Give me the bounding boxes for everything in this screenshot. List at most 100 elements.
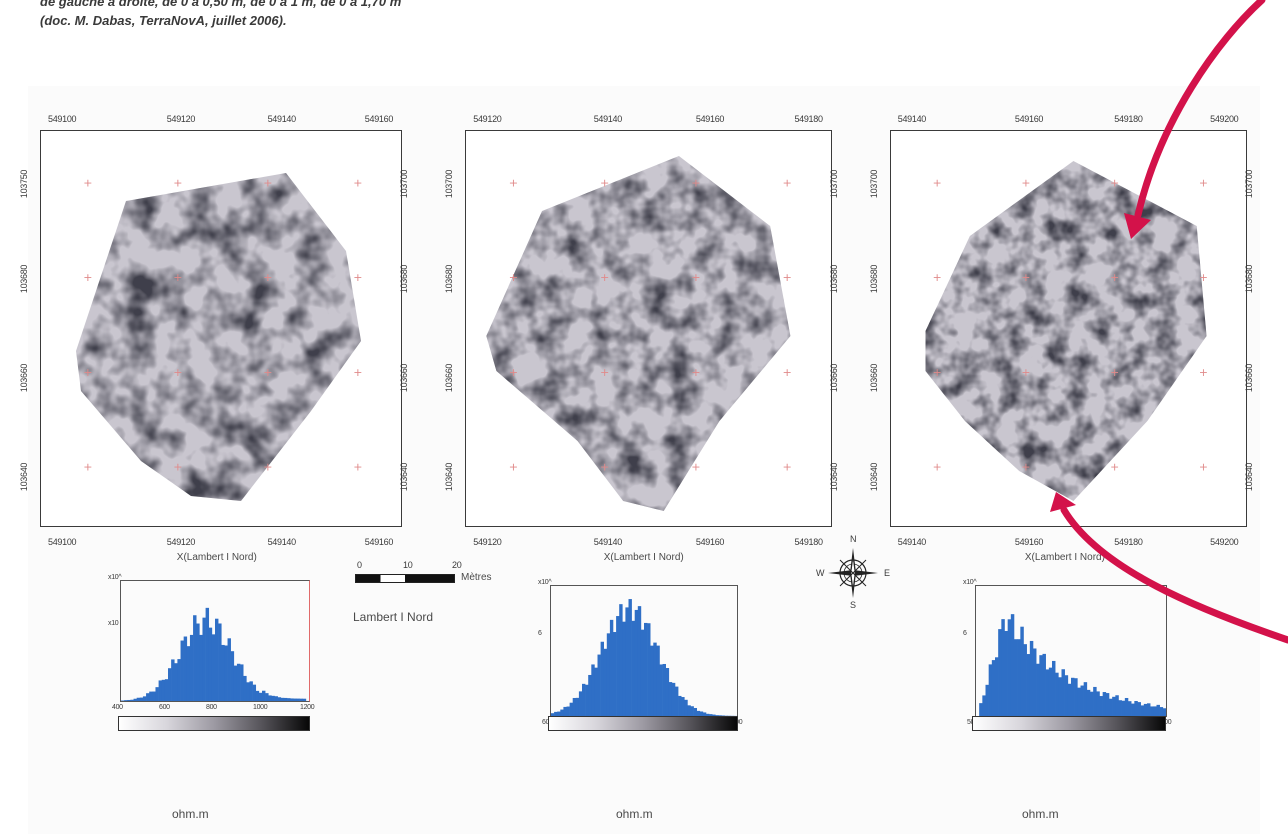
histogram-bar bbox=[293, 698, 297, 701]
histogram-bar bbox=[1052, 660, 1056, 716]
histogram-bar bbox=[146, 693, 150, 701]
histogram-bar bbox=[205, 607, 210, 701]
histogram-bar bbox=[653, 642, 657, 716]
map-top-tick: 549120 bbox=[473, 114, 502, 124]
compass-west: W bbox=[816, 568, 825, 578]
histogram-bar bbox=[699, 711, 704, 716]
histogram-bar bbox=[155, 687, 159, 701]
histogram-bar bbox=[1086, 689, 1091, 716]
compass-east: E bbox=[884, 568, 890, 578]
histogram-bar bbox=[127, 699, 131, 701]
histogram-bar bbox=[1071, 677, 1075, 716]
grid-cross-icon: + bbox=[509, 271, 518, 284]
histogram-y-tick: x10^ bbox=[108, 574, 122, 581]
histogram-bar bbox=[557, 711, 561, 716]
histogram-bar bbox=[1067, 683, 1072, 716]
histogram-bar bbox=[142, 696, 147, 701]
histogram-y-tick: 6 bbox=[963, 630, 967, 637]
histogram-axes bbox=[975, 585, 1167, 717]
grid-cross-icon: + bbox=[691, 366, 700, 379]
resistivity-map-image: + + + + + + + + + + + + + + + + bbox=[925, 161, 1208, 501]
histogram-bar bbox=[180, 640, 184, 701]
histogram-bar bbox=[152, 691, 156, 701]
map-frame: + + + + + + + + + + + + + + + + bbox=[40, 130, 402, 527]
histogram-bar bbox=[233, 665, 238, 701]
grid-cross-icon: + bbox=[263, 176, 272, 189]
grid-cross-icon: + bbox=[1021, 271, 1030, 284]
map-x-axis-title: X(Lambert I Nord) bbox=[1024, 552, 1105, 563]
histogram-bar bbox=[164, 679, 169, 701]
map-bottom-tick: 549160 bbox=[1014, 537, 1044, 547]
histogram-bar bbox=[609, 619, 614, 716]
grid-cross-icon: + bbox=[263, 366, 272, 379]
histogram-bar bbox=[1058, 677, 1062, 716]
color-scale-bar bbox=[548, 716, 738, 731]
histogram-bar bbox=[211, 634, 216, 701]
histogram-y-tick: x10^ bbox=[538, 579, 552, 586]
histogram-y-tick: 6 bbox=[538, 630, 542, 637]
histogram-bar bbox=[1074, 678, 1078, 716]
grid-cross-icon: + bbox=[1110, 461, 1119, 474]
histogram-x-tick: 400 bbox=[112, 704, 123, 711]
histogram-bar bbox=[1001, 619, 1005, 716]
histogram-bar bbox=[158, 680, 163, 701]
grid-cross-icon: + bbox=[1199, 271, 1208, 284]
caption-line-2: (doc. M. Dabas, TerraNovA, juillet 2006)… bbox=[40, 13, 287, 28]
grid-cross-icon: + bbox=[263, 271, 272, 284]
histogram-bar bbox=[1026, 654, 1031, 716]
histogram-bar bbox=[133, 698, 137, 701]
scale-tick-1: 10 bbox=[403, 560, 413, 570]
histogram-bar bbox=[693, 707, 697, 716]
color-scale-unit: ohm.m bbox=[616, 807, 653, 821]
compass-rose-icon bbox=[828, 548, 878, 598]
grid-cross-icon: + bbox=[600, 366, 609, 379]
grid-cross-icon: + bbox=[353, 461, 362, 474]
color-scale-unit: ohm.m bbox=[172, 807, 209, 821]
grid-cross-icon: + bbox=[1021, 461, 1030, 474]
histogram-bar bbox=[168, 668, 172, 701]
grid-cross-icon: + bbox=[1021, 366, 1030, 379]
histogram-bar bbox=[1147, 703, 1151, 716]
grid-cross-icon: + bbox=[600, 461, 609, 474]
histogram-bar bbox=[647, 623, 651, 716]
map-x-axis-title: X(Lambert I Nord) bbox=[603, 552, 684, 563]
histogram-bar bbox=[246, 682, 250, 701]
histogram-bar bbox=[662, 663, 666, 716]
histogram-bar bbox=[1162, 708, 1166, 716]
histogram-bar bbox=[268, 695, 272, 701]
histogram-bar bbox=[1118, 700, 1122, 716]
histogram-bar bbox=[597, 654, 601, 716]
map-top-tick: 549140 bbox=[593, 114, 623, 124]
grid-cross-icon: + bbox=[600, 176, 609, 189]
histogram-bar bbox=[1039, 655, 1043, 716]
grid-cross-icon: + bbox=[173, 366, 182, 379]
histogram-bar bbox=[1099, 696, 1103, 716]
grid-cross-icon: + bbox=[83, 461, 92, 474]
caption-line-1: de gauche à droite, de 0 à 0,50 m, de 0 … bbox=[40, 0, 402, 9]
histogram-bar bbox=[659, 664, 663, 716]
histogram-bar bbox=[199, 634, 203, 701]
histogram-bar bbox=[563, 706, 567, 716]
histogram-bar bbox=[1156, 704, 1160, 716]
histogram-bar bbox=[174, 663, 178, 701]
scale-bar: 0 10 20 Mètres Lambert I Nord bbox=[353, 560, 505, 624]
histogram-bar bbox=[193, 615, 197, 701]
histogram-bar bbox=[578, 691, 583, 716]
histogram-bar bbox=[566, 706, 570, 716]
histogram-bar bbox=[296, 698, 300, 701]
histogram-bar bbox=[1128, 701, 1132, 716]
histogram-bar bbox=[606, 633, 611, 716]
map-top-tick: 549180 bbox=[1114, 114, 1143, 124]
map-bottom-tick: 549180 bbox=[1114, 537, 1143, 547]
grid-cross-icon: + bbox=[173, 461, 182, 474]
histogram-bar bbox=[569, 702, 573, 716]
map-bottom-tick: 549180 bbox=[794, 537, 823, 547]
grid-cross-icon: + bbox=[83, 271, 92, 284]
red-arrow-bottom bbox=[1050, 492, 1288, 644]
histogram-bar bbox=[1102, 692, 1107, 716]
map-bottom-tick: 549160 bbox=[364, 537, 394, 547]
histogram-bar bbox=[202, 617, 206, 701]
histogram-bar bbox=[183, 636, 188, 701]
histogram-bar bbox=[1150, 706, 1154, 716]
